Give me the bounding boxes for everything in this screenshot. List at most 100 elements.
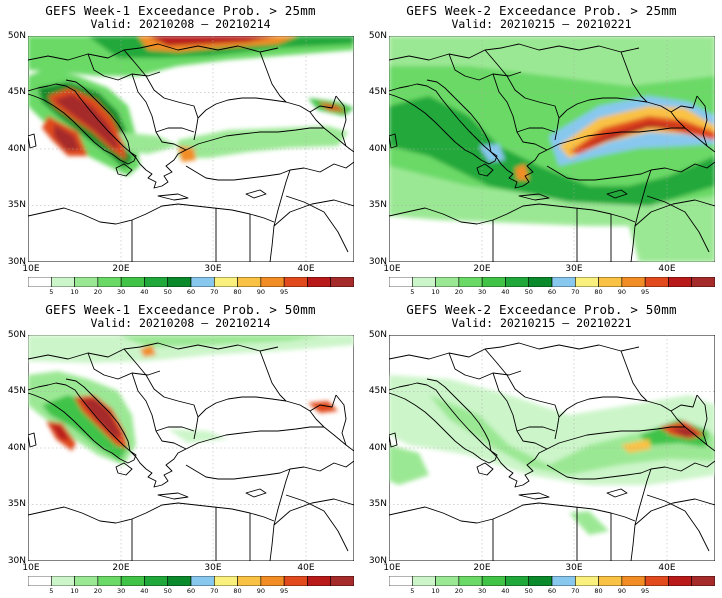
colorbar-tick-label: 20 (93, 587, 102, 595)
colorbar-tick-label: 60 (186, 288, 196, 296)
colorbar-tick-label: 5 (410, 288, 415, 296)
colorbar-tick-label: 60 (547, 288, 557, 296)
colorbar-swatch (668, 277, 693, 287)
probability-map (389, 36, 715, 262)
colorbar-swatch (621, 277, 646, 287)
lat-label: 50N (368, 31, 387, 41)
lon-label: 40E (658, 264, 676, 274)
lat-label: 35N (368, 200, 387, 210)
panel-week2-50mm: GEFS Week-2 Exceedance Prob. > 50mm Vali… (361, 299, 722, 598)
colorbar (28, 576, 354, 586)
colorbar-svg (28, 277, 354, 287)
lat-label: 30N (368, 556, 387, 566)
colorbar-swatch (167, 576, 192, 586)
probability-map (389, 335, 715, 561)
colorbar-swatch (528, 277, 553, 287)
colorbar-swatch (144, 576, 169, 586)
colorbar-swatch (50, 576, 75, 586)
lon-label: 30E (204, 264, 222, 274)
colorbar-tick-label: 20 (93, 288, 102, 296)
colorbar-tick-label: 30 (117, 288, 126, 296)
colorbar-swatch (120, 277, 145, 287)
colorbar-swatch (237, 576, 262, 586)
colorbar-tick-label: 5 (410, 587, 415, 595)
colorbar-tick-label: 60 (547, 587, 557, 595)
colorbar-svg (389, 277, 715, 287)
colorbar-tick-label: 30 (117, 587, 126, 595)
lon-label: 20E (112, 264, 130, 274)
colorbar-tick-label: 50 (524, 288, 533, 296)
colorbar-swatch (551, 277, 576, 287)
colorbar-swatch (28, 277, 52, 287)
lon-label: 40E (658, 563, 676, 573)
lat-label: 30N (7, 257, 26, 267)
colorbar-swatch (435, 576, 460, 586)
colorbar-swatch (97, 576, 122, 586)
panel-title: GEFS Week-2 Exceedance Prob. > 25mm (406, 3, 677, 18)
lon-label: 40E (297, 264, 315, 274)
lon-label: 10E (22, 563, 40, 573)
lat-label: 45N (7, 87, 26, 97)
colorbar-swatch (213, 277, 238, 287)
colorbar-tick-label: 20 (454, 288, 463, 296)
probability-map (28, 36, 354, 262)
colorbar-tick-label: 90 (256, 587, 265, 595)
colorbar-swatch (528, 576, 553, 586)
colorbar-tick-label: 95 (280, 288, 289, 296)
lon-label: 10E (383, 264, 401, 274)
colorbar-tick-label: 10 (70, 288, 79, 296)
colorbar-swatch (598, 277, 623, 287)
colorbar-tick-label: 70 (571, 587, 580, 595)
colorbar-swatch (190, 277, 215, 287)
colorbar-tick-label: 80 (594, 288, 603, 296)
colorbar-tick-label: 95 (641, 288, 650, 296)
colorbar-swatch (691, 576, 715, 586)
colorbar-swatch (330, 576, 354, 586)
colorbar-swatch (644, 277, 669, 287)
panel-title: GEFS Week-2 Exceedance Prob. > 50mm (406, 302, 677, 317)
colorbar-swatch (458, 576, 483, 586)
panel-valid-dates: Valid: 20210208 – 20210214 (90, 316, 271, 330)
panel-week1-25mm: GEFS Week-1 Exceedance Prob. > 25mm Vali… (0, 0, 361, 299)
colorbar-swatch (411, 277, 436, 287)
colorbar-swatch (481, 576, 506, 586)
lon-label: 10E (383, 563, 401, 573)
colorbar-tick-label: 5 (49, 288, 54, 296)
colorbar-tick-label: 40 (501, 587, 510, 595)
colorbar-tick-label: 95 (280, 587, 289, 595)
panel-week1-50mm: GEFS Week-1 Exceedance Prob. > 50mm Vali… (0, 299, 361, 598)
colorbar-tick-label: 50 (524, 587, 533, 595)
panel-title: GEFS Week-1 Exceedance Prob. > 25mm (45, 3, 316, 18)
lat-label: 50N (368, 330, 387, 340)
colorbar-tick-label: 80 (594, 587, 603, 595)
colorbar (389, 576, 715, 586)
colorbar-tick-label: 60 (186, 587, 196, 595)
colorbar-svg (28, 576, 354, 586)
colorbar-swatch (74, 576, 99, 586)
colorbar-tick-label: 90 (617, 587, 626, 595)
colorbar-swatch (28, 576, 52, 586)
lon-label: 30E (204, 563, 222, 573)
probability-map (28, 335, 354, 561)
colorbar-tick-label: 40 (501, 288, 510, 296)
colorbar-swatch (574, 277, 599, 287)
colorbar-swatch (598, 576, 623, 586)
colorbar-tick-label: 95 (641, 587, 650, 595)
colorbar-swatch (621, 576, 646, 586)
colorbar-swatch (668, 576, 693, 586)
colorbar-swatch (144, 277, 169, 287)
lon-label: 20E (112, 563, 130, 573)
colorbar-swatch (505, 277, 530, 287)
colorbar-svg (389, 576, 715, 586)
colorbar-tick-label: 30 (478, 587, 487, 595)
colorbar-tick-label: 80 (233, 288, 242, 296)
lat-label: 35N (7, 499, 26, 509)
colorbar-swatch (120, 576, 145, 586)
colorbar-swatch (283, 277, 308, 287)
lat-label: 40N (7, 144, 26, 154)
colorbar-swatch (283, 576, 308, 586)
lat-label: 40N (7, 443, 26, 453)
lat-label: 45N (7, 386, 26, 396)
colorbar (389, 277, 715, 287)
lon-label: 40E (297, 563, 315, 573)
